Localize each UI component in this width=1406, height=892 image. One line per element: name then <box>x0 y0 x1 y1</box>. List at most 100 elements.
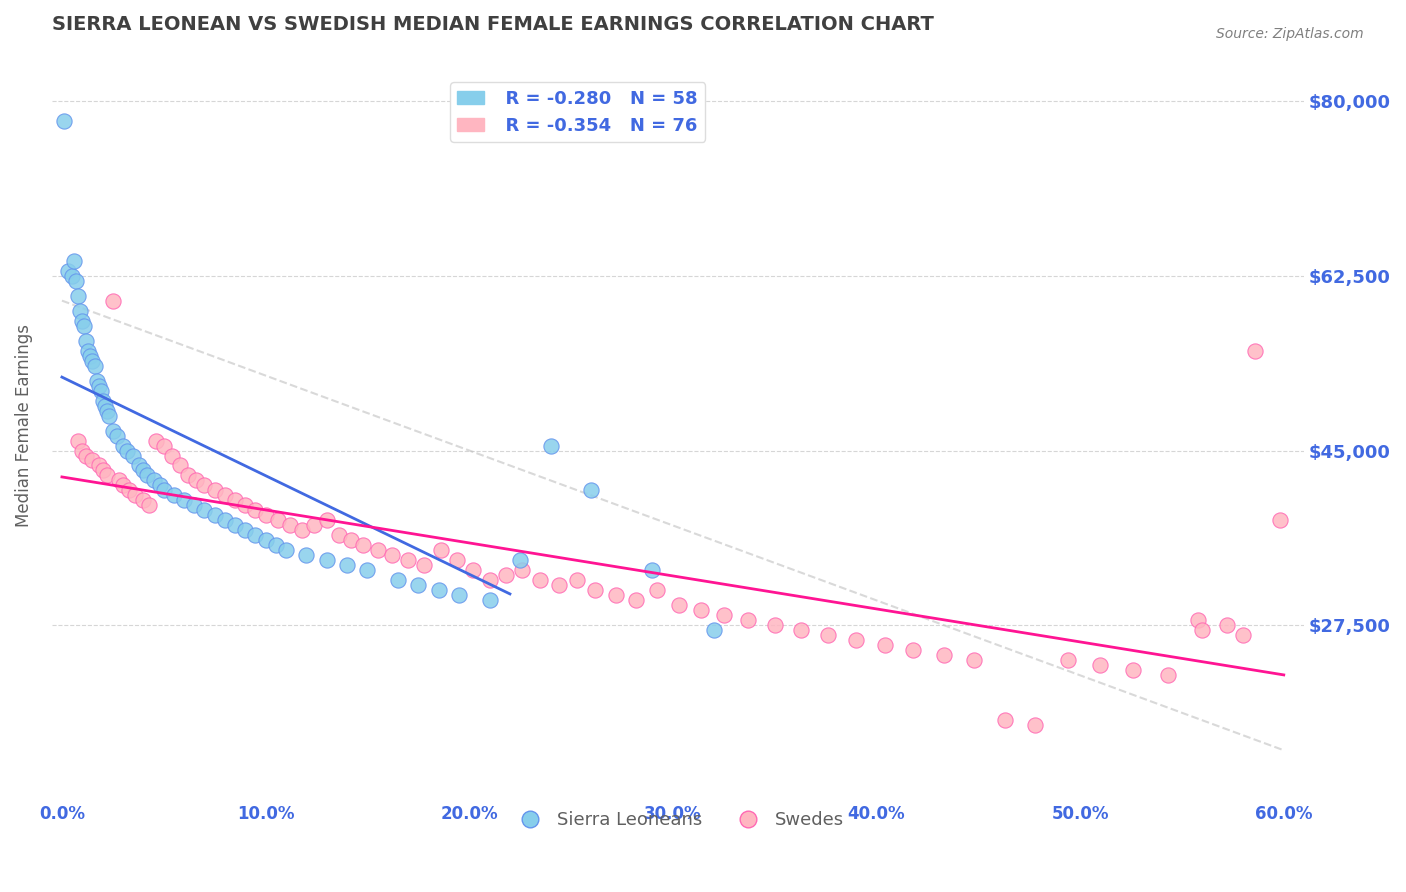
Point <box>605 588 627 602</box>
Point <box>356 563 378 577</box>
Point <box>193 478 215 492</box>
Point <box>67 434 90 448</box>
Point <box>73 318 96 333</box>
Point <box>152 483 174 498</box>
Point <box>115 443 138 458</box>
Point <box>1191 624 1213 638</box>
Point <box>1232 628 1254 642</box>
Point <box>75 449 97 463</box>
Point <box>193 503 215 517</box>
Point <box>163 488 186 502</box>
Point <box>72 443 94 458</box>
Point <box>169 458 191 473</box>
Point <box>264 538 287 552</box>
Point <box>1090 658 1112 673</box>
Point <box>295 549 318 563</box>
Point <box>267 513 290 527</box>
Point <box>93 399 115 413</box>
Point <box>149 478 172 492</box>
Point <box>204 508 226 523</box>
Point <box>624 593 647 607</box>
Point <box>547 578 569 592</box>
Point <box>72 313 94 327</box>
Point <box>56 263 79 277</box>
Point <box>641 563 664 577</box>
Point <box>1187 613 1209 627</box>
Point <box>136 468 159 483</box>
Point <box>186 474 208 488</box>
Point <box>65 274 87 288</box>
Point <box>540 438 562 452</box>
Point <box>245 528 267 542</box>
Point <box>340 533 363 548</box>
Point <box>690 603 713 617</box>
Point <box>173 493 195 508</box>
Point <box>224 518 246 533</box>
Point <box>91 463 114 477</box>
Point <box>413 558 436 573</box>
Point <box>145 434 167 448</box>
Point <box>177 468 200 483</box>
Point <box>233 499 256 513</box>
Point <box>790 624 813 638</box>
Point <box>138 499 160 513</box>
Point <box>214 513 236 527</box>
Point <box>328 528 350 542</box>
Point <box>645 583 668 598</box>
Point <box>87 458 110 473</box>
Point <box>509 553 531 567</box>
Point <box>67 288 90 302</box>
Point <box>1122 663 1144 677</box>
Point <box>101 293 124 308</box>
Point <box>132 463 155 477</box>
Point <box>352 538 374 552</box>
Point <box>160 449 183 463</box>
Point <box>224 493 246 508</box>
Point <box>336 558 359 573</box>
Point <box>1057 653 1080 667</box>
Point <box>82 353 104 368</box>
Point <box>478 574 501 588</box>
Point <box>97 409 120 423</box>
Point <box>873 638 896 652</box>
Point <box>183 499 205 513</box>
Point <box>291 524 314 538</box>
Point <box>429 543 451 558</box>
Y-axis label: Median Female Earnings: Median Female Earnings <box>15 324 32 527</box>
Point <box>96 468 118 483</box>
Point <box>152 438 174 452</box>
Point <box>581 483 603 498</box>
Point <box>254 533 277 548</box>
Point <box>963 653 986 667</box>
Point <box>845 633 868 648</box>
Point <box>124 488 146 502</box>
Point <box>446 553 468 567</box>
Point <box>447 588 470 602</box>
Point <box>83 359 105 373</box>
Point <box>204 483 226 498</box>
Point <box>101 424 124 438</box>
Point <box>214 488 236 502</box>
Point <box>91 393 114 408</box>
Point <box>478 593 501 607</box>
Point <box>585 583 607 598</box>
Text: Source: ZipAtlas.com: Source: ZipAtlas.com <box>1216 27 1364 41</box>
Point <box>304 518 326 533</box>
Point <box>713 608 735 623</box>
Point <box>315 553 337 567</box>
Point <box>82 453 104 467</box>
Point <box>122 449 145 463</box>
Point <box>111 478 134 492</box>
Point <box>75 334 97 348</box>
Point <box>274 543 297 558</box>
Point <box>254 508 277 523</box>
Point <box>387 574 409 588</box>
Point <box>427 583 450 598</box>
Point <box>408 578 430 592</box>
Point <box>932 648 955 663</box>
Point <box>668 599 690 613</box>
Point <box>463 563 485 577</box>
Point <box>245 503 267 517</box>
Text: SIERRA LEONEAN VS SWEDISH MEDIAN FEMALE EARNINGS CORRELATION CHART: SIERRA LEONEAN VS SWEDISH MEDIAN FEMALE … <box>52 15 934 34</box>
Point <box>763 618 786 632</box>
